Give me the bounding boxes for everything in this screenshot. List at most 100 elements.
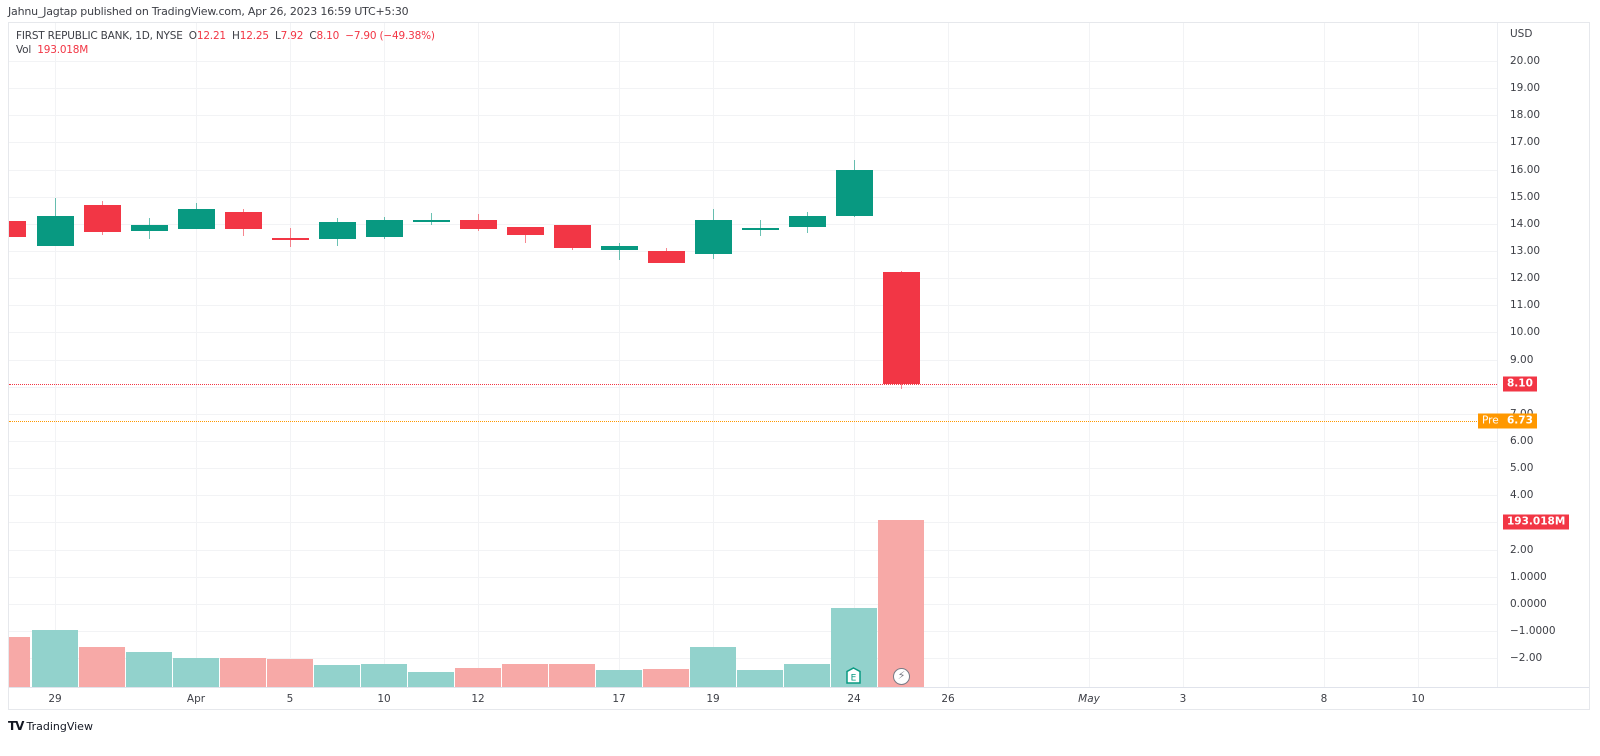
price-scale[interactable]: USD 20.00 19.00 18.00 17.00 16.00 15.00 14.00 1… [1478, 23, 1590, 687]
time-tick-label: 8 [1320, 693, 1328, 705]
price-tick-label: 18.00 [1510, 109, 1541, 122]
volume-bar[interactable] [220, 658, 266, 687]
time-tick-label: 17 [612, 693, 626, 705]
grid-line-horizontal [9, 332, 1497, 334]
candle-body [507, 226, 544, 235]
volume-bar[interactable] [79, 647, 125, 687]
volume-bar[interactable] [173, 658, 219, 687]
candle-body [84, 204, 121, 232]
time-tick-label: 5 [286, 693, 294, 705]
volume-bar[interactable] [549, 664, 595, 687]
grid-line-horizontal [9, 250, 1497, 252]
chart-frame [8, 22, 1590, 710]
price-tick-label: 6.00 [1510, 434, 1534, 447]
candle-wick [431, 212, 432, 226]
volume-bar[interactable] [9, 637, 30, 687]
volume-bar[interactable] [455, 668, 501, 687]
volume-bar[interactable] [784, 664, 830, 687]
grid-line-horizontal [9, 88, 1497, 90]
price-tick-label: 2.00 [1510, 543, 1534, 556]
grid-line-horizontal [9, 495, 1497, 497]
volume-bar[interactable] [737, 670, 783, 687]
price-tick-label: 5.00 [1510, 462, 1534, 475]
price-tick-label: 19.00 [1510, 82, 1541, 95]
volume-tag: 193.018M [1503, 514, 1570, 530]
grid-line-vertical [1324, 23, 1325, 687]
price-tick-label: 9.00 [1510, 353, 1534, 366]
price-tick-label: 1.0000 [1510, 570, 1547, 583]
grid-line-horizontal [9, 278, 1497, 280]
open-value: O12.21 [188, 30, 226, 42]
grid-line-horizontal [9, 440, 1497, 442]
volume-bar[interactable] [408, 672, 454, 687]
grid-line-vertical [619, 23, 620, 687]
volume-bar[interactable] [643, 669, 689, 687]
volume-bar[interactable] [126, 652, 172, 687]
price-tick-label: 13.00 [1510, 244, 1541, 257]
candle-body [131, 225, 168, 231]
candle-body [460, 219, 497, 230]
chart-plot-area[interactable]: E ⚡ [9, 23, 1497, 687]
volume-bar[interactable] [690, 647, 736, 687]
time-tick-label: May [1078, 693, 1100, 705]
price-tick-label: 11.00 [1510, 299, 1541, 312]
price-tick-label: 17.00 [1510, 136, 1541, 149]
candle-body [742, 227, 779, 230]
grid-line-horizontal [9, 576, 1497, 578]
volume-bar[interactable] [361, 664, 407, 687]
volume-bar[interactable] [596, 670, 642, 687]
grid-line-horizontal [9, 468, 1497, 470]
price-tick-label: 0.0000 [1510, 597, 1547, 610]
grid-line-vertical [55, 23, 56, 687]
change-value: −7.90 (−49.38%) [345, 30, 435, 42]
svg-text:E: E [851, 674, 857, 684]
dividend-icon[interactable]: ⚡ [893, 668, 910, 685]
candle-body [178, 208, 215, 230]
currency-label[interactable]: USD [1510, 28, 1533, 40]
candle-wick [619, 242, 620, 261]
volume-bar[interactable] [878, 520, 924, 687]
volume-bar[interactable] [314, 665, 360, 687]
volume-value: 193.018M [37, 44, 89, 56]
volume-row: Vol 193.018M [16, 43, 438, 57]
candle-body [789, 215, 826, 227]
volume-bar[interactable] [32, 630, 78, 687]
grid-line-vertical [713, 23, 714, 687]
time-tick-label: Apr [186, 693, 206, 705]
candle-body [836, 169, 873, 216]
candle-body [648, 250, 685, 264]
price-tick-label: 12.00 [1510, 272, 1541, 285]
time-tick-label: 10 [1411, 693, 1425, 705]
candle-body [601, 245, 638, 250]
low-value: L7.92 [274, 30, 304, 42]
candle-body [695, 219, 732, 254]
time-scale[interactable]: 29 Apr 5 10 12 17 19 24 26 May 3 8 10 [9, 687, 1589, 710]
volume-label[interactable]: Vol [16, 44, 32, 56]
time-tick-label: 3 [1179, 693, 1187, 705]
premarket-price-tag: 6.73 [1503, 413, 1537, 429]
candle-body [9, 221, 26, 238]
time-tick-label: 29 [48, 693, 62, 705]
volume-bar[interactable] [502, 664, 548, 687]
price-tick-label: 14.00 [1510, 217, 1541, 230]
time-tick-label: 24 [847, 693, 861, 705]
time-tick-label: 19 [706, 693, 720, 705]
ohlc-row: FIRST REPUBLIC BANK, 1D, NYSE O12.21 H12… [16, 29, 438, 43]
tradingview-logo-icon: TV [8, 719, 25, 733]
volume-bar[interactable] [267, 659, 313, 687]
grid-line-horizontal [9, 522, 1497, 524]
grid-line-horizontal [9, 115, 1497, 117]
symbol-title[interactable]: FIRST REPUBLIC BANK, 1D, NYSE [16, 30, 183, 42]
candle-body [37, 215, 74, 246]
grid-line-horizontal [9, 413, 1497, 415]
candle-body [883, 272, 920, 384]
grid-line-horizontal [9, 658, 1497, 660]
earnings-icon[interactable]: E [846, 667, 861, 684]
last-price-line [9, 383, 1497, 385]
grid-line-horizontal [9, 169, 1497, 171]
chart-legend: FIRST REPUBLIC BANK, 1D, NYSE O12.21 H12… [16, 29, 438, 57]
grid-line-vertical [1089, 23, 1090, 687]
grid-line-vertical [1183, 23, 1184, 687]
price-tick-label: 16.00 [1510, 163, 1541, 176]
candle-wick [290, 227, 291, 247]
